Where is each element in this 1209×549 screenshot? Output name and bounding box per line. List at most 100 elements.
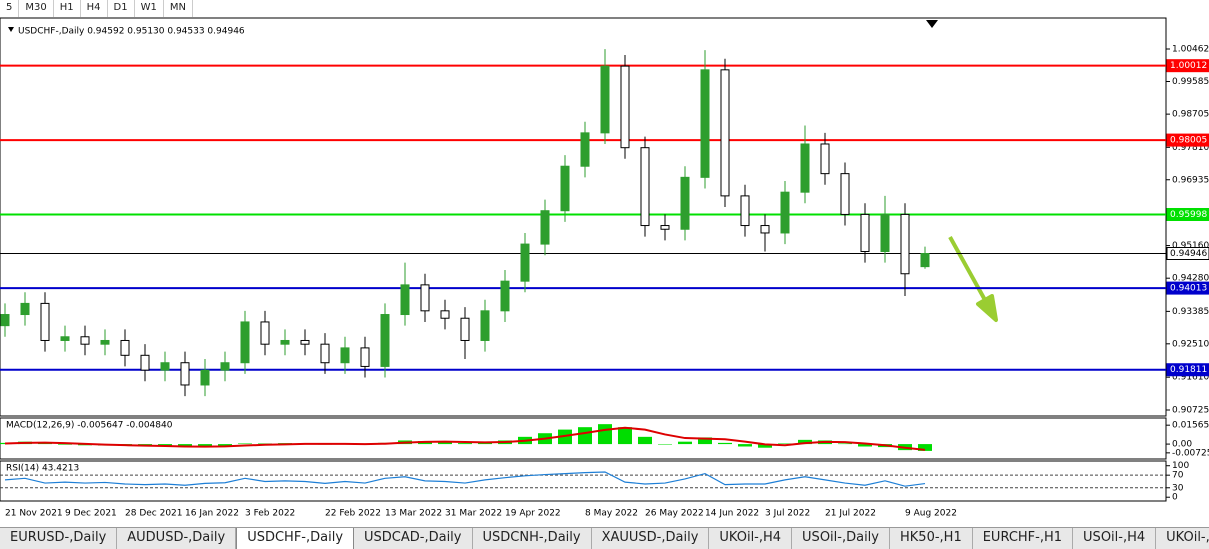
macd-bar (218, 444, 232, 446)
level-label-box (1166, 207, 1209, 221)
candle-body (760, 225, 770, 234)
candle-body (540, 210, 550, 245)
candle-body (720, 69, 730, 197)
x-tick-label: 3 Jul 2022 (765, 509, 810, 519)
candle-body (800, 143, 810, 193)
candle-body (220, 362, 230, 371)
chart-tab[interactable]: USDCAD-,Daily (354, 528, 473, 549)
x-tick-label: 21 Jul 2022 (825, 509, 876, 519)
candle-body (100, 339, 110, 345)
macd-bar (798, 439, 812, 445)
y-tick-label: 0.93385 (1172, 307, 1209, 317)
level-label: 0.95998 (1170, 210, 1207, 220)
y-tick-label: 0.95160 (1172, 241, 1209, 251)
candle-body (260, 321, 270, 345)
candle-body (480, 310, 490, 341)
timeframe-button[interactable]: D1 (108, 0, 135, 17)
macd-bar (778, 443, 792, 445)
timeframe-button[interactable]: H1 (54, 0, 81, 17)
x-tick-label: 21 Nov 2021 (5, 509, 63, 519)
timeframe-button[interactable]: M30 (19, 0, 54, 17)
timeframe-button[interactable]: W1 (135, 0, 164, 17)
y-tick-label: 0.90725 (1172, 405, 1209, 415)
candle-body (880, 213, 890, 252)
y-tick-label: 0 (1172, 493, 1178, 503)
x-tick-label: 16 Jan 2022 (185, 509, 239, 519)
macd-bar (718, 442, 732, 445)
x-tick-label: 26 May 2022 (645, 509, 704, 519)
x-tick-label: 9 Dec 2021 (65, 509, 117, 519)
level-label-box (1166, 247, 1209, 261)
macd-bar (198, 444, 212, 447)
timeframe-button[interactable]: 5 (0, 0, 20, 17)
chart-tab[interactable]: XAUUSD-,Daily (592, 528, 710, 549)
candle-body (740, 195, 750, 227)
macd-bar (38, 443, 52, 445)
candle-body (500, 280, 510, 312)
candle-body (200, 369, 210, 386)
chart-tab[interactable]: EURUSD-,Daily (0, 528, 118, 549)
candle-body (620, 65, 630, 149)
y-tick-label: 0.96935 (1172, 175, 1209, 185)
candle-body (560, 165, 570, 212)
candle-body (660, 225, 670, 230)
y-tick-label: 0.91610 (1172, 373, 1209, 383)
y-tick-label: 0.98705 (1172, 110, 1209, 120)
x-tick-label: 31 Mar 2022 (445, 509, 502, 519)
candle-body (920, 253, 930, 268)
macd-bar (838, 443, 852, 445)
candle-body (580, 132, 590, 167)
chart-tab[interactable]: AUDUSD-,Daily (117, 528, 237, 549)
timeframe-button[interactable]: H4 (81, 0, 108, 17)
level-label: 0.98005 (1170, 136, 1207, 146)
chart-tab[interactable]: USDCHF-,Daily (236, 528, 355, 549)
chart-tab[interactable]: EURCHF-,H1 (973, 528, 1074, 549)
candle-body (340, 347, 350, 364)
macd-bar (638, 436, 652, 445)
macd-bar (738, 444, 752, 447)
candle-body (280, 339, 290, 345)
candle-body (120, 339, 130, 356)
candle-body (20, 302, 30, 316)
timeframe-toolbar: 5 M30 H1 H4 D1 W1 MN (0, 0, 193, 17)
macd-bar (918, 444, 932, 451)
candle-body (860, 213, 870, 252)
chart-tab[interactable]: USOil-,Daily (792, 528, 890, 549)
macd-bar (478, 442, 492, 445)
y-tick-label: 0.99585 (1172, 77, 1209, 87)
rsi-title: RSI(14) 43.4213 (6, 464, 79, 474)
chart-tab[interactable]: USDCNH-,Daily (473, 528, 592, 549)
candle-body (380, 314, 390, 367)
timeframe-button[interactable]: MN (164, 0, 193, 17)
main-panel (0, 17, 1167, 417)
chart-tab[interactable]: UKOil-,H4 (709, 528, 793, 549)
candle-body (320, 343, 330, 364)
x-tick-label: 13 Mar 2022 (385, 509, 442, 519)
tab-bar: EURUSD-,Daily AUDUSD-,Daily USDCHF-,Daily U… (0, 527, 1209, 549)
y-tick-label: -0.007259 (1172, 448, 1209, 458)
candle-body (360, 347, 370, 367)
candle-body (420, 284, 430, 312)
candle-body (640, 147, 650, 227)
macd-bar (438, 441, 452, 445)
candle-body (900, 213, 910, 275)
macd-bar (458, 443, 472, 445)
macd-panel (0, 417, 1167, 460)
chart-tab[interactable]: UKOil-,H4 (1156, 528, 1209, 549)
candle-body (680, 176, 690, 230)
level-label: 0.91811 (1170, 365, 1207, 375)
shift-marker (926, 20, 938, 28)
chart-tab[interactable]: USOil-,H4 (1073, 528, 1157, 549)
macd-bar (258, 443, 272, 445)
y-tick-label: 0.015654 (1172, 421, 1209, 431)
y-tick-label: 0.97810 (1172, 143, 1209, 153)
chart-tab[interactable]: HK50-,H1 (890, 528, 973, 549)
candle-body (0, 314, 10, 327)
x-tick-label: 22 Feb 2022 (325, 509, 381, 519)
rsi-line (4, 471, 926, 487)
macd-title: MACD(12,26,9) -0.005647 -0.004840 (6, 421, 173, 431)
level-label-box (1166, 281, 1209, 295)
level-label-box (1166, 133, 1209, 147)
candle-body (700, 69, 710, 178)
candle-body (60, 336, 70, 341)
